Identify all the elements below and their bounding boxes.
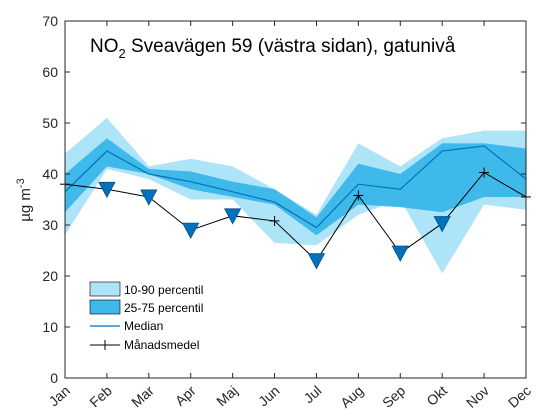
monthly-mean-line [64,171,527,262]
y-tick-label-20: 20 [42,268,58,284]
x-tick-label-sep: Sep [379,382,408,411]
y-tick-label-30: 30 [42,217,58,233]
y-axis-label-superscript: -3 [15,178,27,188]
legend-label-monthly-mean: Månadsmedel [124,338,199,352]
x-tick-label-apr: Apr [172,382,199,409]
median-line [64,145,527,229]
x-tick-label-nov: Nov [463,382,492,411]
x-tick-label-okt: Okt [423,382,450,409]
x-tick-label-aug: Aug [337,382,366,411]
monthly-mean-marker-nov [479,167,490,178]
legend: 10-90 percentil 25-75 percentil Median M… [89,281,203,352]
legend-swatch-p10-90 [89,281,121,297]
monthly-mean-marker-mar [140,189,158,206]
legend-swatch-p25-75 [89,299,121,315]
x-tick-label-jul: Jul [300,382,324,406]
x-tick-label-dec: Dec [505,382,534,411]
y-tick-label-50: 50 [42,115,58,131]
x-tick-label-mar: Mar [128,382,157,410]
y-tick-label-40: 40 [42,166,58,182]
chart-title-subscript: 2 [119,46,126,61]
plot-area-frame [64,20,527,379]
y-tick-label-70: 70 [42,13,58,29]
monthly-mean-marker-feb [98,181,116,199]
y-tick-label-10: 10 [42,319,58,335]
chart-title-suffix: Sveavägen 59 (västra sidan), gatunivå [126,36,456,57]
x-tick-label-jun: Jun [255,382,282,409]
monthly-mean-marker-jun [269,215,280,226]
y-tick-label-0: 0 [50,370,58,386]
chart-title: NO2 Sveavägen 59 (västra sidan), gatuniv… [90,36,456,61]
monthly-mean-marker-maj [223,208,242,225]
series-layer [60,117,531,274]
y-axis-label: µg m-3 [15,178,34,221]
x-tick-label-jan: Jan [46,382,73,409]
x-tick-label-maj: Maj [213,382,240,409]
monthly-mean-marker-sep [391,245,409,262]
legend-label-p25-75: 25-75 percentil [124,301,203,315]
monthly-mean-marker-aug [353,190,364,201]
monthly-mean-marker-jul [307,253,326,270]
legend-label-p10-90: 10-90 percentil [124,283,203,297]
chart-title-prefix: NO [90,36,119,57]
y-tick-label-60: 60 [42,64,58,80]
monthly-mean-marker-okt [433,216,451,233]
band-p25-75 [65,138,526,236]
monthly-mean-marker-apr [182,222,200,239]
x-tick-label-feb: Feb [86,382,115,410]
legend-label-median: Median [124,319,163,333]
y-axis-label-main: µg m [17,188,34,222]
